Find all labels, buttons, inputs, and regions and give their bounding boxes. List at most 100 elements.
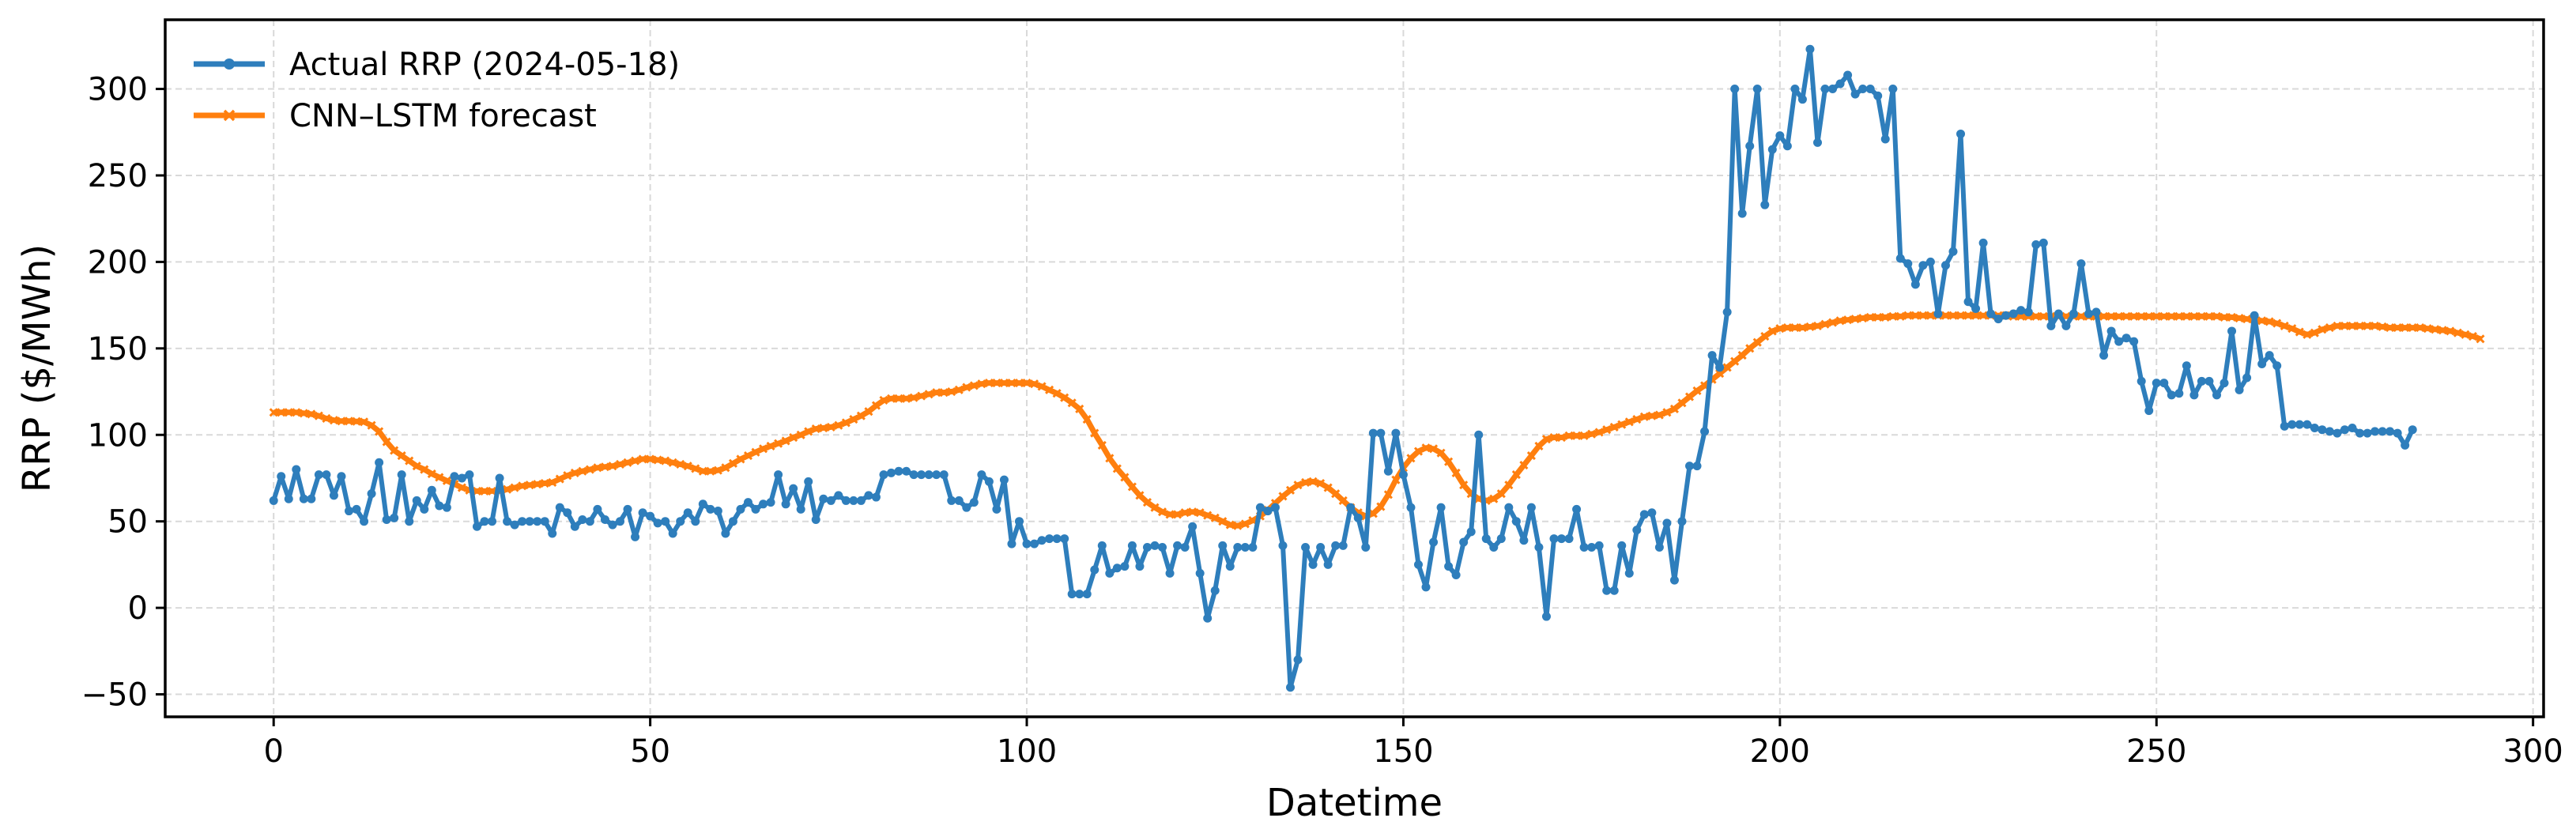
forecast-point	[570, 468, 579, 477]
forecast-point	[683, 462, 692, 471]
forecast-point	[728, 458, 737, 468]
actual-point	[608, 520, 617, 530]
forecast-point	[1225, 520, 1235, 530]
forecast-point	[1240, 519, 1250, 529]
forecast-point	[1910, 311, 1920, 320]
actual-point	[450, 472, 459, 481]
actual-point	[1173, 541, 1182, 550]
actual-point	[367, 489, 376, 499]
forecast-point	[743, 450, 753, 461]
actual-point	[1956, 129, 1966, 138]
actual-point	[1828, 85, 1838, 94]
actual-point	[1858, 85, 1868, 94]
actual-point	[1158, 543, 1167, 552]
actual-point	[1376, 428, 1386, 438]
forecast-point	[1526, 450, 1536, 461]
forecast-point	[2287, 324, 2297, 334]
forecast-point	[984, 379, 994, 388]
forecast-point	[337, 416, 346, 426]
forecast-point	[314, 411, 323, 420]
actual-point	[457, 473, 466, 483]
actual-point	[299, 494, 308, 503]
forecast-point	[1037, 382, 1047, 391]
actual-point	[1466, 527, 1476, 537]
actual-point	[1760, 200, 1770, 209]
forecast-point	[2242, 315, 2252, 324]
forecast-point	[1918, 311, 1928, 320]
actual-point	[269, 496, 278, 505]
actual-point	[1496, 534, 1506, 544]
actual-point	[2061, 321, 2071, 330]
actual-point	[1090, 565, 1099, 575]
forecast-point	[600, 462, 610, 472]
forecast-point	[1669, 404, 1680, 413]
actual-point	[390, 513, 399, 522]
forecast-point	[1383, 490, 1393, 499]
actual-point	[969, 498, 979, 507]
legend: Actual RRP (2024-05-18) CNN–LSTM forecas…	[194, 47, 680, 134]
forecast-point	[1617, 420, 1627, 429]
forecast-point	[1647, 411, 1657, 420]
actual-point	[1632, 526, 1642, 535]
forecast-point	[277, 408, 286, 417]
forecast-point	[1850, 315, 1860, 324]
actual-point	[1504, 503, 1514, 512]
forecast-point	[1534, 441, 1544, 451]
forecast-point	[2272, 318, 2282, 328]
forecast-point	[1406, 454, 1416, 463]
actual-point	[1293, 655, 1303, 665]
forecast-point	[1105, 454, 1115, 463]
actual-point	[826, 496, 835, 505]
forecast-point	[397, 450, 406, 461]
actual-point	[1037, 536, 1047, 545]
forecast-point	[1654, 410, 1664, 420]
forecast-point	[1572, 431, 1582, 440]
forecast-point	[1285, 485, 1296, 495]
forecast-point	[1045, 385, 1054, 394]
forecast-point	[1413, 447, 1424, 456]
actual-point	[2310, 424, 2319, 433]
forecast-point	[1489, 494, 1499, 503]
actual-point	[1594, 541, 1604, 550]
forecast-point	[2378, 322, 2387, 332]
actual-point	[1188, 522, 1197, 531]
actual-point	[472, 522, 481, 531]
actual-point	[1278, 541, 1288, 550]
actual-point	[759, 499, 768, 509]
plot-frame	[164, 18, 2545, 718]
actual-point	[676, 517, 685, 526]
ticks-layer: 0 50 100 150 200 250 300 −50 0 50 100 150 200 250 300	[81, 72, 2563, 770]
x-tick-label: 0	[263, 733, 283, 770]
actual-point	[1715, 363, 1725, 372]
actual-point	[360, 517, 369, 526]
forecast-point	[1451, 468, 1461, 477]
y-tick-label: 0	[128, 590, 148, 627]
actual-point	[1519, 536, 1529, 545]
forecast-point	[608, 462, 617, 471]
actual-point	[909, 470, 918, 480]
forecast-point	[2212, 311, 2222, 321]
forecast-point	[1165, 510, 1175, 519]
forecast-point	[1587, 429, 1597, 439]
forecast-point	[382, 437, 391, 447]
actual-point	[2318, 425, 2327, 435]
forecast-point	[1835, 316, 1845, 326]
forecast-point	[1188, 507, 1197, 517]
actual-point	[2144, 406, 2154, 416]
x-tick-label: 150	[1373, 733, 1433, 770]
actual-point	[1534, 543, 1544, 552]
forecast-point	[902, 394, 911, 403]
forecast-point	[2303, 330, 2312, 339]
actual-point	[1127, 541, 1137, 550]
forecast-point	[420, 465, 429, 474]
forecast-point	[2189, 311, 2199, 321]
forecast-point	[2295, 327, 2304, 337]
forecast-point	[668, 458, 677, 467]
forecast-point	[442, 476, 451, 485]
actual-point	[2167, 390, 2176, 400]
forecast-point	[2438, 326, 2447, 335]
forecast-point	[457, 483, 466, 492]
actual-point	[766, 498, 775, 507]
actual-point	[405, 517, 414, 526]
actual-point	[917, 470, 926, 480]
